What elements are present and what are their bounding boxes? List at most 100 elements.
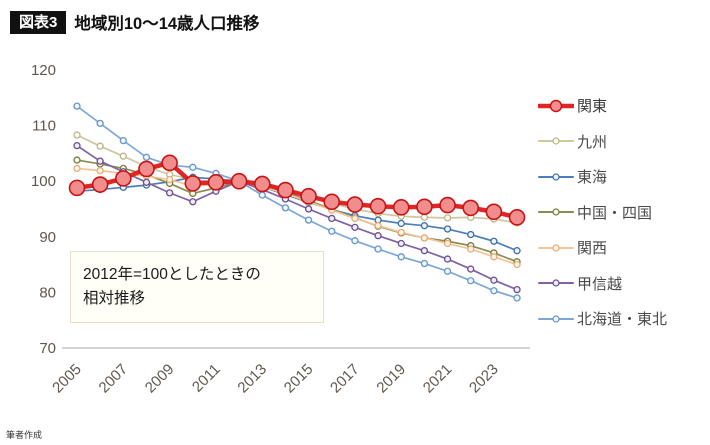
data-point-marker — [513, 247, 521, 255]
legend-item-6: 北海道・東北 — [538, 301, 708, 337]
legend-swatch — [538, 244, 574, 252]
data-point-marker — [68, 179, 86, 197]
data-point-marker — [420, 234, 429, 242]
data-point-marker — [420, 222, 429, 230]
data-point-marker — [467, 245, 475, 253]
data-point-marker — [490, 276, 498, 284]
legend-item-3: 中国・四国 — [538, 195, 708, 231]
data-point-marker — [277, 181, 294, 199]
data-point-marker — [346, 196, 364, 213]
chart-legend: 関東九州東海中国・四国関西甲信越北海道・東北 — [538, 88, 708, 337]
data-point-marker — [369, 197, 387, 215]
data-point-marker — [73, 141, 81, 150]
data-point-marker — [443, 267, 452, 275]
data-point-marker — [253, 175, 271, 193]
data-point-marker — [207, 174, 225, 191]
figure-title: 地域別10〜14歳人口推移 — [74, 15, 260, 33]
legend-label: 北海道・東北 — [577, 311, 668, 329]
data-point-marker — [115, 170, 132, 187]
data-point-marker — [467, 265, 475, 273]
data-point-marker — [462, 199, 480, 217]
data-point-marker — [328, 214, 336, 223]
data-point-marker — [490, 287, 498, 295]
data-point-marker — [73, 156, 81, 164]
x-axis-tick-label: 2023 — [466, 361, 502, 397]
data-point-marker — [443, 239, 452, 248]
data-point-marker — [281, 204, 290, 212]
data-point-marker — [96, 119, 104, 128]
data-point-marker — [467, 277, 475, 285]
y-axis-tick-label: 90 — [39, 229, 56, 246]
x-axis-tick-label: 2017 — [327, 361, 363, 397]
data-point-marker — [184, 175, 202, 192]
data-point-marker — [73, 131, 81, 139]
data-point-marker — [420, 247, 429, 255]
legend-swatch — [538, 279, 574, 287]
legend-item-5: 甲信越 — [538, 266, 708, 302]
legend-item-1: 九州 — [538, 124, 708, 160]
data-point-marker — [142, 153, 151, 161]
data-point-marker — [119, 152, 127, 160]
data-point-marker — [397, 253, 405, 261]
legend-label: 甲信越 — [577, 275, 623, 293]
data-point-marker — [513, 260, 521, 269]
x-axis-tick-label: 2015 — [281, 361, 317, 397]
data-point-marker — [490, 237, 498, 245]
x-axis-tick-label: 2013 — [234, 361, 270, 397]
legend-label: 中国・四国 — [577, 204, 653, 222]
data-point-marker — [323, 193, 341, 211]
figure-header: 図表3 地域別10〜14歳人口推移 — [10, 10, 260, 34]
data-point-marker — [165, 175, 174, 184]
legend-swatch — [538, 137, 574, 145]
data-point-marker — [443, 214, 452, 222]
annotation-line2: 相対推移 — [83, 290, 146, 308]
data-point-marker — [443, 225, 452, 233]
data-point-marker — [161, 154, 178, 172]
legend-swatch — [538, 173, 574, 181]
credit-text: 筆者作成 — [6, 430, 43, 440]
legend-item-0: 関東 — [538, 88, 708, 124]
figure-badge: 図表3 — [10, 10, 67, 34]
annotation-line1: 2012年=100としたときの — [83, 266, 261, 283]
data-point-marker — [513, 285, 521, 294]
data-point-marker — [73, 164, 81, 173]
data-point-marker — [351, 214, 359, 223]
y-axis-tick-label: 100 — [31, 173, 56, 190]
x-axis-tick-label: 2009 — [142, 361, 178, 397]
y-axis-tick-label: 70 — [39, 340, 56, 357]
series-line — [76, 144, 518, 291]
data-point-marker — [96, 142, 104, 150]
data-point-marker — [374, 245, 382, 253]
legend-swatch — [538, 99, 574, 112]
data-point-marker — [96, 166, 104, 175]
data-point-marker — [230, 172, 248, 190]
x-axis-tick-label: 2007 — [96, 361, 132, 397]
data-point-marker — [397, 219, 405, 228]
legend-item-2: 東海 — [538, 159, 708, 195]
data-point-marker — [96, 157, 104, 165]
annotation-box: 2012年=100としたときの 相対推移 — [70, 251, 324, 324]
data-point-marker — [300, 187, 317, 205]
data-point-marker — [416, 198, 433, 216]
data-point-marker — [258, 191, 266, 199]
series-0 — [68, 154, 526, 226]
legend-label: 関西 — [577, 240, 608, 258]
y-axis-tick-label: 110 — [32, 118, 56, 135]
data-point-marker — [467, 230, 475, 239]
data-point-marker — [304, 216, 313, 224]
data-point-marker — [420, 259, 429, 268]
legend-item-4: 関西 — [538, 230, 708, 266]
data-point-marker — [420, 213, 429, 221]
data-point-marker — [328, 227, 336, 235]
data-point-marker — [351, 237, 359, 245]
data-point-marker — [304, 205, 313, 213]
legend-swatch — [538, 208, 574, 216]
data-point-marker — [189, 198, 197, 206]
data-point-marker — [397, 228, 405, 237]
legend-label: 九州 — [577, 133, 608, 151]
series-line — [76, 167, 518, 266]
data-point-marker — [138, 160, 155, 178]
data-point-marker — [142, 178, 151, 186]
x-axis-tick-label: 2005 — [49, 361, 85, 397]
data-point-marker — [439, 196, 456, 214]
